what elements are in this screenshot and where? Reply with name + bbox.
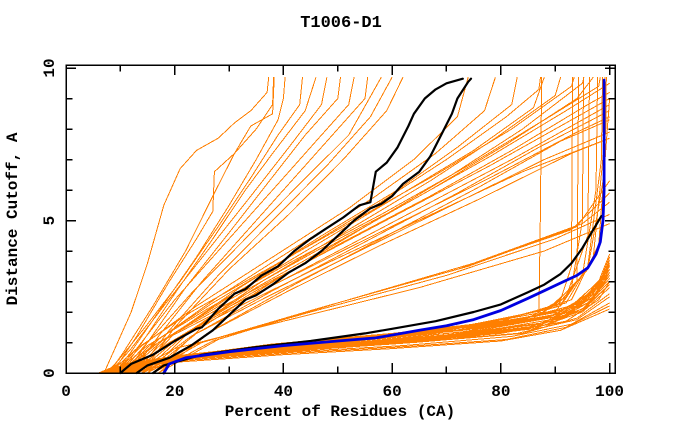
x-tick-label: 40 — [274, 383, 293, 401]
ensemble-model-line — [125, 137, 610, 374]
ensemble-model-line — [119, 77, 317, 374]
ensemble-model-line — [114, 77, 355, 374]
ensemble-model-line — [109, 77, 275, 374]
highlighted-model-line — [135, 77, 473, 375]
ensemble-model-line — [130, 223, 610, 374]
axes-layer — [65, 64, 616, 374]
ensemble-model-line — [103, 77, 270, 374]
tick-labels-layer: 0 20 40 60 80 100 0 5 10 — [41, 58, 624, 401]
x-tick-label: 80 — [491, 383, 510, 401]
x-axis-label: Percent of Residues (CA) — [225, 403, 455, 421]
plot-frame — [65, 64, 616, 374]
reference-model-line — [162, 78, 606, 375]
ensemble-model-line — [130, 104, 610, 374]
x-tick-label: 20 — [165, 383, 184, 401]
ensemble-model-line — [152, 180, 611, 374]
ensemble-model-line — [158, 201, 610, 374]
ensemble-model-line — [136, 76, 393, 374]
ensemble-model-line — [141, 131, 610, 374]
ensemble-lines-layer — [98, 76, 611, 374]
ensemble-model-line — [120, 76, 382, 374]
ensemble-model-line — [125, 77, 341, 374]
ensemble-model-line — [147, 213, 610, 374]
chart-title: T1006-D1 — [300, 14, 382, 33]
y-axis-label: Distance Cutoff, A — [4, 132, 22, 305]
ensemble-model-line — [117, 116, 610, 374]
ensemble-model-line — [111, 77, 275, 374]
ensemble-model-line — [114, 77, 601, 374]
ensemble-model-line — [114, 77, 469, 374]
highlighted-lines-layer — [119, 77, 606, 375]
ensemble-model-line — [136, 98, 611, 374]
y-tick-label: 5 — [41, 216, 59, 226]
y-tick-label: 10 — [41, 58, 59, 77]
x-tick-label: 0 — [61, 383, 71, 401]
x-tick-label: 60 — [383, 383, 402, 401]
highlighted-model-line — [119, 77, 464, 375]
x-tick-label: 100 — [595, 383, 624, 401]
ensemble-model-line — [120, 98, 610, 374]
y-tick-label: 0 — [41, 368, 59, 378]
ensemble-model-line — [101, 77, 574, 374]
ensemble-model-line — [114, 77, 286, 374]
ensemble-model-line — [109, 77, 328, 374]
ensemble-model-line — [130, 77, 369, 374]
